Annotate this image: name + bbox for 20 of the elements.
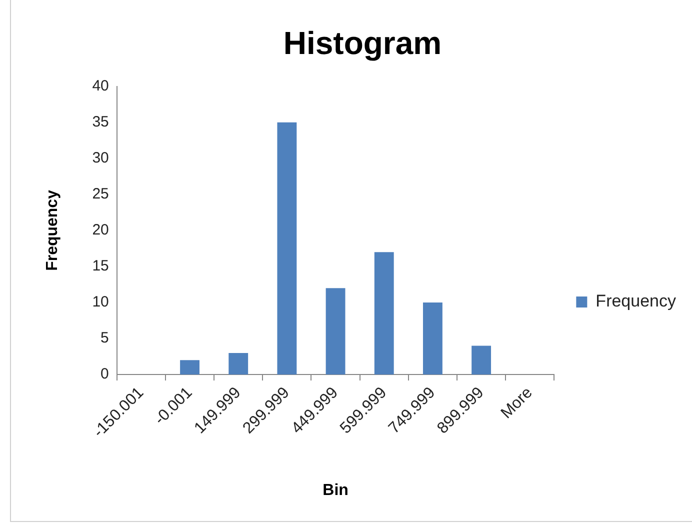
bar — [228, 352, 248, 375]
y-tick-label: 25 — [92, 186, 109, 203]
y-tick-label: 40 — [92, 78, 109, 95]
y-tick-label: 15 — [92, 258, 109, 275]
y-tick-label: 30 — [92, 150, 109, 167]
y-tick-label: 5 — [100, 330, 109, 347]
legend-label: Frequency — [596, 292, 676, 311]
bar — [422, 302, 442, 375]
y-tick-label: 35 — [92, 114, 109, 131]
x-axis-title: Bin — [322, 482, 348, 499]
bar — [472, 346, 492, 375]
y-axis-title: Frequency — [44, 190, 62, 271]
bar — [180, 360, 200, 375]
bar — [277, 122, 297, 375]
bar — [326, 288, 346, 375]
y-tick-label: 10 — [92, 294, 109, 311]
bar — [374, 252, 394, 375]
y-tick-label: 0 — [100, 366, 109, 383]
chart-title: Histogram — [283, 25, 442, 62]
y-tick-label: 20 — [92, 222, 109, 239]
